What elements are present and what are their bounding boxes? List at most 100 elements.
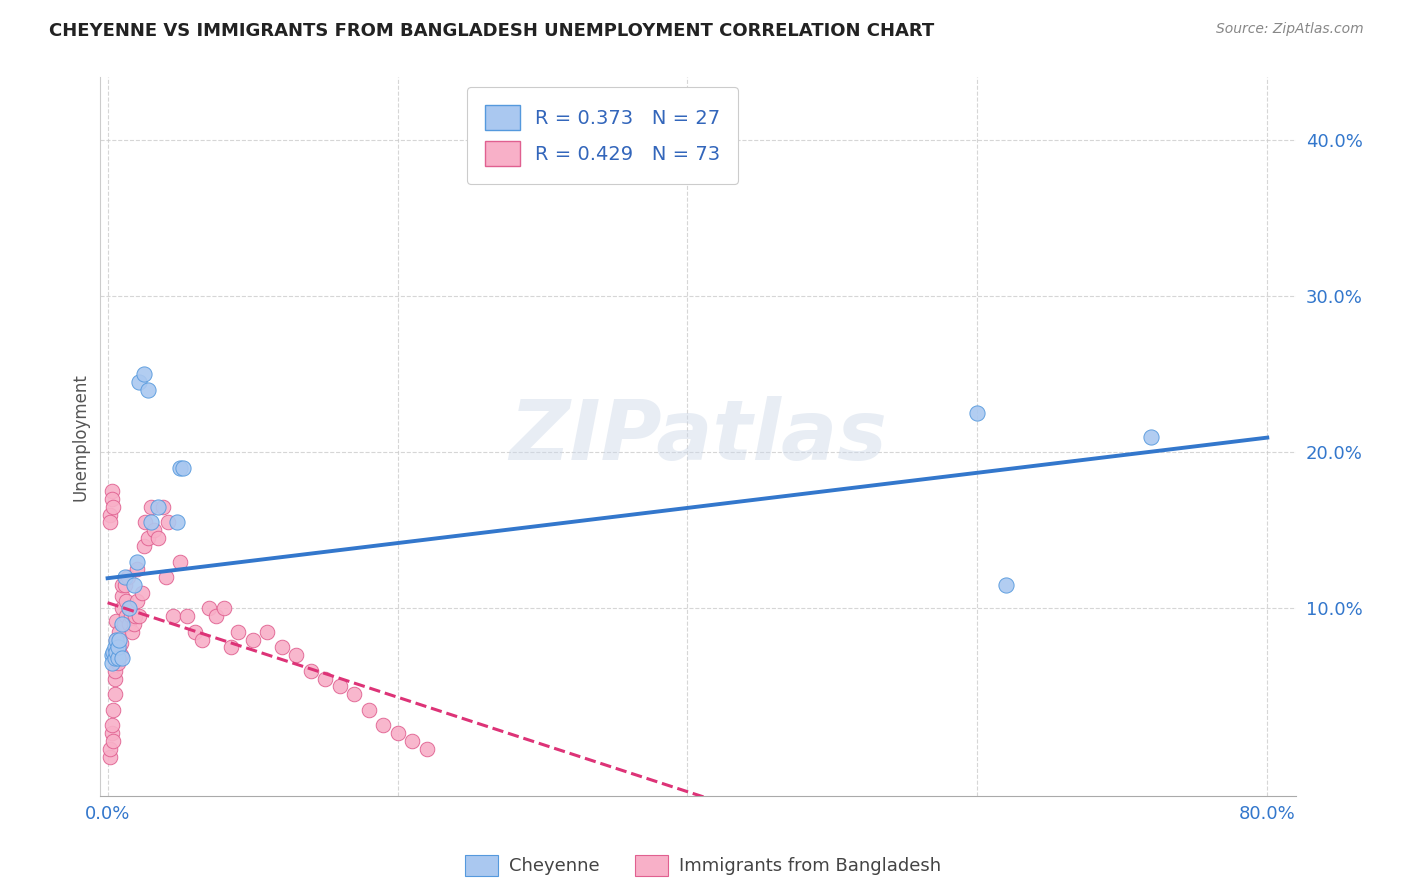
- Point: [112, 617, 135, 632]
- Point: [100, 749, 122, 764]
- Point: [111, 651, 134, 665]
- Point: [110, 636, 132, 650]
- Point: [176, 609, 198, 624]
- Point: [212, 601, 235, 615]
- Point: [101, 491, 124, 506]
- Point: [111, 589, 134, 603]
- Point: [270, 640, 292, 655]
- Point: [104, 640, 127, 655]
- Point: [100, 742, 122, 756]
- Point: [105, 651, 128, 665]
- Point: [157, 516, 180, 530]
- Point: [125, 593, 148, 607]
- Point: [256, 624, 278, 639]
- Point: [120, 609, 142, 624]
- Text: CHEYENNE VS IMMIGRANTS FROM BANGLADESH UNEMPLOYMENT CORRELATION CHART: CHEYENNE VS IMMIGRANTS FROM BANGLADESH U…: [49, 22, 935, 40]
- Point: [415, 742, 437, 756]
- Point: [115, 609, 138, 624]
- Point: [226, 624, 249, 639]
- Point: [103, 645, 125, 659]
- Point: [111, 601, 134, 615]
- Point: [101, 648, 124, 663]
- Point: [108, 624, 131, 639]
- Text: ZIPatlas: ZIPatlas: [509, 396, 887, 477]
- Point: [105, 632, 128, 647]
- Point: [148, 500, 170, 514]
- Point: [114, 570, 136, 584]
- Point: [134, 516, 156, 530]
- Point: [131, 586, 153, 600]
- Point: [103, 500, 125, 514]
- Point: [100, 516, 122, 530]
- Point: [104, 651, 127, 665]
- Point: [118, 601, 141, 615]
- Point: [107, 651, 129, 665]
- Point: [401, 734, 423, 748]
- Point: [121, 624, 143, 639]
- Point: [107, 645, 129, 659]
- Point: [110, 648, 132, 663]
- Point: [169, 460, 191, 475]
- Point: [132, 367, 155, 381]
- Point: [183, 624, 205, 639]
- Point: [191, 632, 214, 647]
- Point: [328, 680, 350, 694]
- Point: [128, 375, 150, 389]
- Point: [124, 609, 146, 624]
- Point: [387, 726, 409, 740]
- Point: [143, 523, 166, 537]
- Point: [242, 632, 264, 647]
- Point: [122, 578, 145, 592]
- Y-axis label: Unemployment: Unemployment: [72, 373, 89, 500]
- Point: [966, 406, 988, 420]
- Point: [169, 555, 191, 569]
- Text: Source: ZipAtlas.com: Source: ZipAtlas.com: [1216, 22, 1364, 37]
- Point: [136, 383, 159, 397]
- Point: [108, 632, 131, 647]
- Point: [111, 617, 134, 632]
- Point: [132, 539, 155, 553]
- Point: [105, 614, 128, 628]
- Point: [101, 726, 124, 740]
- Point: [100, 508, 122, 522]
- Point: [357, 703, 380, 717]
- Legend: Cheyenne, Immigrants from Bangladesh: Cheyenne, Immigrants from Bangladesh: [458, 847, 948, 883]
- Legend: R = 0.373   N = 27, R = 0.429   N = 73: R = 0.373 N = 27, R = 0.429 N = 73: [467, 87, 738, 184]
- Point: [105, 645, 128, 659]
- Point: [118, 601, 141, 615]
- Point: [117, 570, 139, 584]
- Point: [122, 617, 145, 632]
- Point: [104, 687, 127, 701]
- Point: [219, 640, 242, 655]
- Point: [205, 609, 228, 624]
- Point: [1140, 429, 1163, 443]
- Point: [371, 718, 394, 732]
- Point: [314, 672, 336, 686]
- Point: [107, 656, 129, 670]
- Point: [125, 562, 148, 576]
- Point: [104, 664, 127, 678]
- Point: [172, 460, 194, 475]
- Point: [162, 609, 184, 624]
- Point: [105, 632, 128, 647]
- Point: [111, 578, 134, 592]
- Point: [103, 703, 125, 717]
- Point: [104, 672, 127, 686]
- Point: [155, 570, 177, 584]
- Point: [285, 648, 308, 663]
- Point: [101, 484, 124, 499]
- Point: [101, 718, 124, 732]
- Point: [107, 640, 129, 655]
- Point: [136, 531, 159, 545]
- Point: [166, 516, 188, 530]
- Point: [108, 640, 131, 655]
- Point: [128, 609, 150, 624]
- Point: [115, 593, 138, 607]
- Point: [299, 664, 322, 678]
- Point: [343, 687, 366, 701]
- Point: [139, 516, 162, 530]
- Point: [152, 500, 174, 514]
- Point: [103, 734, 125, 748]
- Point: [148, 531, 170, 545]
- Point: [101, 656, 124, 670]
